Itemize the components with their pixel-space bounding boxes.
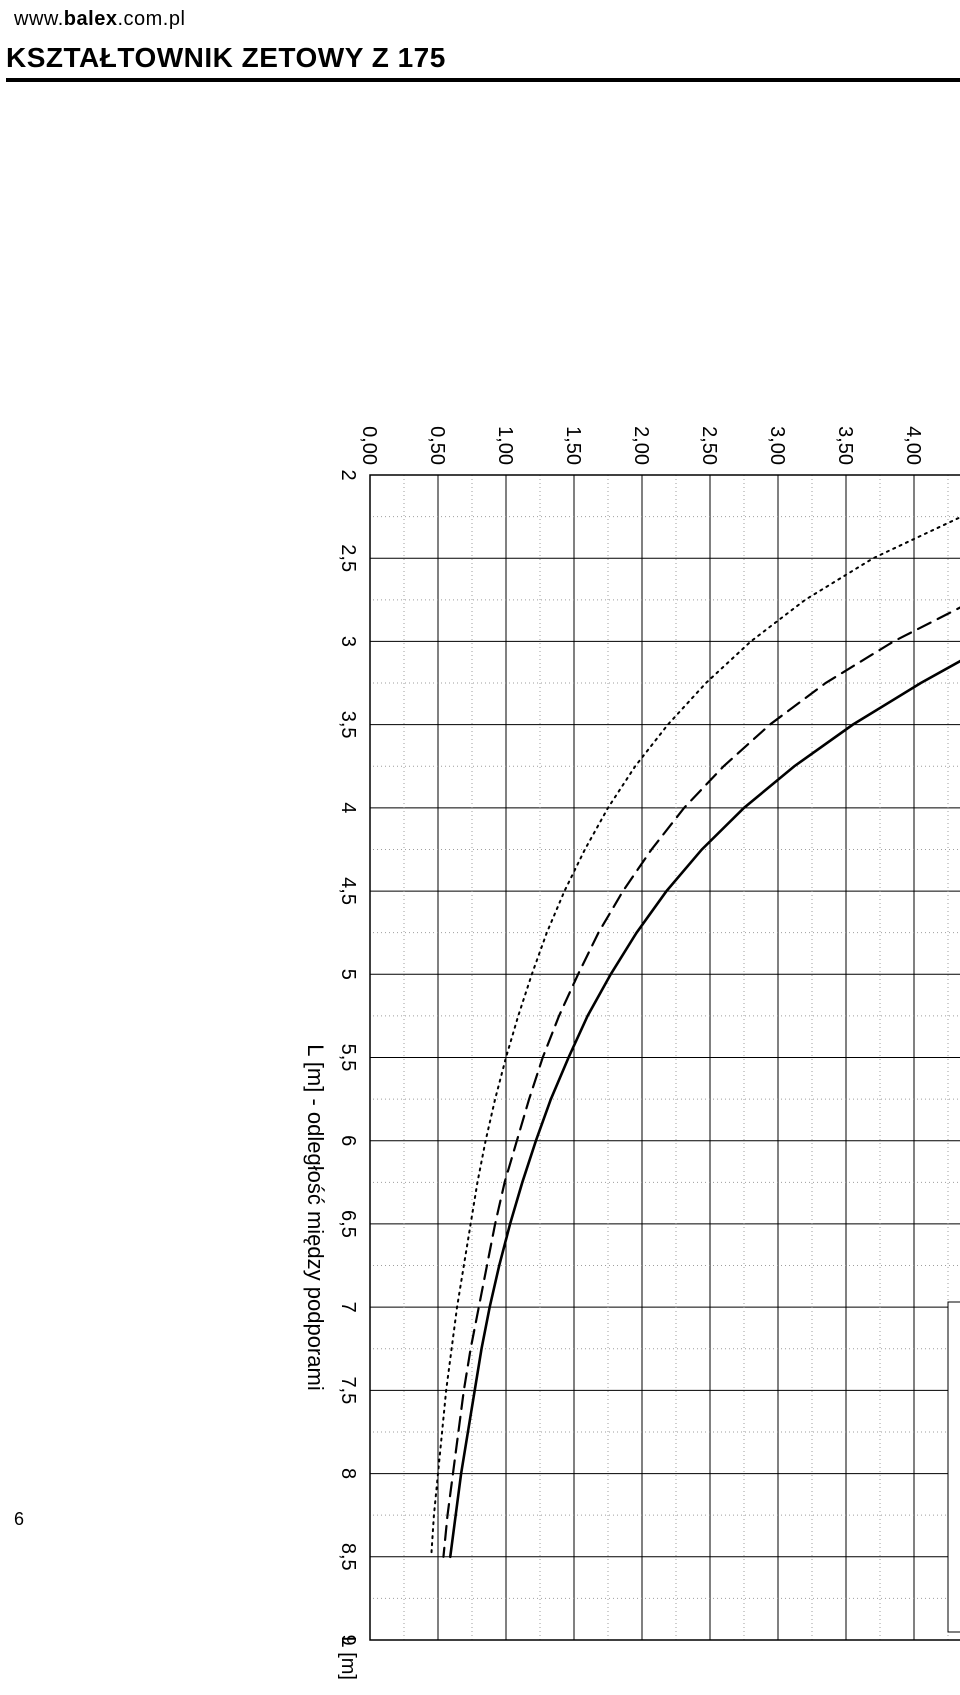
svg-text:3,5: 3,5 [337, 711, 359, 739]
page-heading: KSZTAŁTOWNIK ZETOWY Z 175 [0, 42, 960, 82]
svg-text:6: 6 [337, 1135, 359, 1146]
svg-text:2,50: 2,50 [698, 426, 720, 465]
svg-text:8: 8 [337, 1468, 359, 1479]
svg-text:2,00: 2,00 [630, 426, 652, 465]
svg-text:3,00: 3,00 [766, 426, 788, 465]
svg-text:3: 3 [337, 636, 359, 647]
svg-text:L [m]: L [m] [337, 1636, 359, 1680]
svg-text:5,5: 5,5 [337, 1044, 359, 1072]
svg-text:8,5: 8,5 [337, 1543, 359, 1571]
svg-text:0,00: 0,00 [358, 426, 380, 465]
svg-text:7,5: 7,5 [337, 1376, 359, 1404]
svg-text:5: 5 [337, 969, 359, 980]
svg-text:4,00: 4,00 [902, 426, 924, 465]
svg-text:1,50: 1,50 [562, 426, 584, 465]
page: www.balex.com.pl KSZTAŁTOWNIK ZETOWY Z 1… [0, 0, 960, 1540]
chart-rotated-container: 22,533,544,555,566,577,588,595,004,504,0… [0, 385, 960, 1255]
load-chart: 22,533,544,555,566,577,588,595,004,504,0… [275, 385, 960, 1695]
svg-text:1,00: 1,00 [494, 426, 516, 465]
svg-text:4: 4 [337, 802, 359, 813]
svg-text:2,5: 2,5 [337, 544, 359, 572]
svg-text:4,5: 4,5 [337, 877, 359, 905]
svg-text:7: 7 [337, 1302, 359, 1313]
svg-text:L [m] - odległość między podpo: L [m] - odległość między podporami [303, 1044, 328, 1390]
svg-text:3,50: 3,50 [834, 426, 856, 465]
url-prefix: www. [14, 8, 64, 30]
header-url: www.balex.com.pl [14, 8, 185, 31]
url-suffix: .com.pl [117, 8, 185, 30]
svg-text:6,5: 6,5 [337, 1210, 359, 1238]
url-bold: balex [64, 8, 118, 30]
svg-text:0,50: 0,50 [426, 426, 448, 465]
svg-text:2: 2 [337, 469, 359, 480]
page-number: 6 [14, 1509, 24, 1530]
